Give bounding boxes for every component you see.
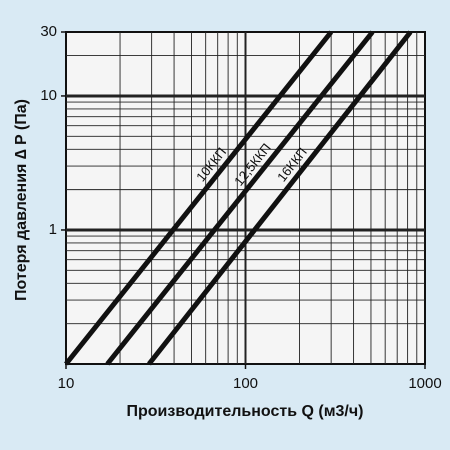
y-tick-label: 30	[40, 23, 57, 40]
x-tick-label: 10	[58, 375, 75, 392]
y-tick-label: 10	[40, 87, 57, 104]
y-axis-label: Потеря давления ∆ P (Па)	[13, 99, 30, 301]
line	[147, 30, 413, 366]
line	[64, 30, 334, 366]
x-axis-label: Производительность Q (м3/ч)	[126, 403, 363, 420]
x-tick-label: 100	[233, 375, 258, 392]
line	[105, 30, 375, 366]
x-tick-label: 1000	[408, 375, 441, 392]
y-tick-label: 1	[49, 221, 57, 238]
